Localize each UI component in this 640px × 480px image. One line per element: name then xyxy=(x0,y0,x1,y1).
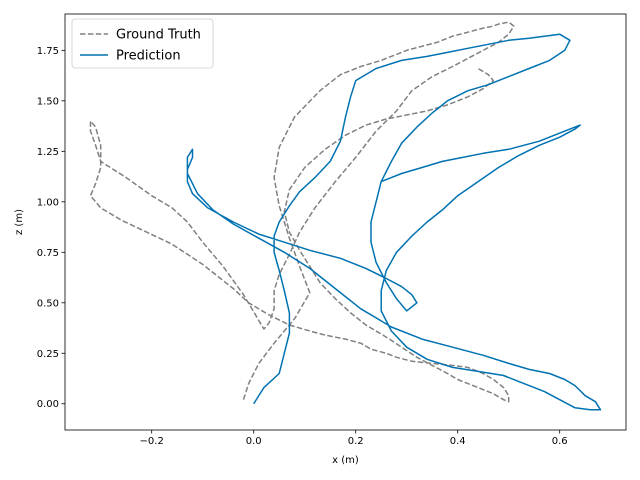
legend: Ground Truth Prediction xyxy=(71,18,214,69)
y-tick-label: 0.25 xyxy=(37,349,59,360)
y-axis-ticks: 0.00 0.25 0.50 0.75 1.00 1.25 1.50 1.75 xyxy=(37,46,65,410)
plot-frame xyxy=(64,13,627,431)
x-tick-label: 0.6 xyxy=(552,436,568,447)
y-tick-label: 0.00 xyxy=(37,399,59,410)
x-tick-label: 0.2 xyxy=(348,436,364,447)
x-axis-label: x (m) xyxy=(332,455,359,466)
legend-label-ground-truth: Ground Truth xyxy=(116,28,201,43)
series-line-ground-truth xyxy=(89,21,515,403)
y-tick-label: 1.25 xyxy=(37,147,59,158)
x-tick-label: −0.2 xyxy=(140,436,164,447)
y-tick-label: 1.50 xyxy=(37,96,59,107)
series-layer xyxy=(89,21,602,411)
y-tick-label: 1.00 xyxy=(37,197,59,208)
y-tick-label: 1.75 xyxy=(37,46,59,57)
x-axis-ticks: −0.2 0.0 0.2 0.4 0.6 xyxy=(140,430,568,447)
y-tick-label: 0.75 xyxy=(37,248,59,259)
x-tick-label: 0.4 xyxy=(450,436,466,447)
legend-label-prediction: Prediction xyxy=(116,49,181,64)
x-tick-label: 0.0 xyxy=(246,436,262,447)
y-tick-label: 0.50 xyxy=(37,298,59,309)
y-axis-label: z (m) xyxy=(14,209,25,235)
series-line-prediction xyxy=(186,33,602,411)
